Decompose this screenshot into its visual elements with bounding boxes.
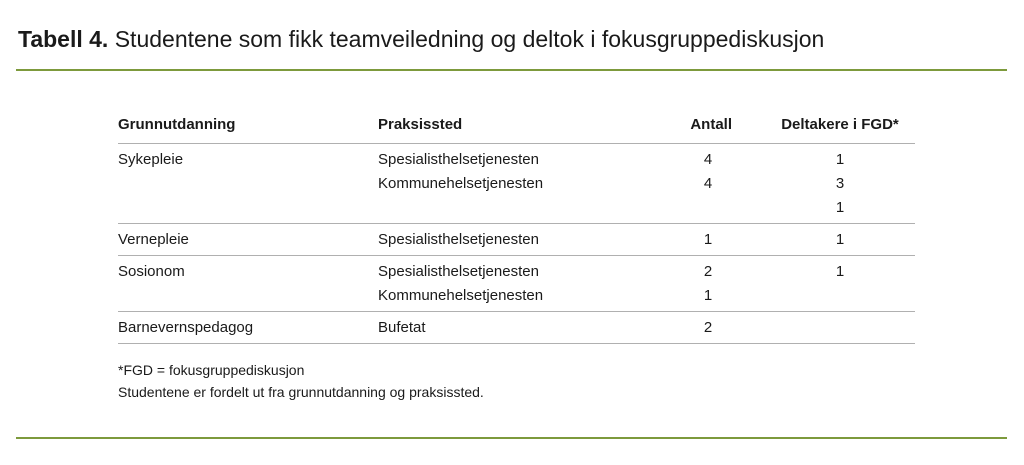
table-cell: Vernepleie	[118, 231, 189, 248]
note: Studentene er fordelt ut fra grunnutdann…	[118, 384, 484, 400]
row-rule	[118, 143, 915, 144]
table-cell: Barnevernspedagog	[118, 319, 254, 336]
table-cell: 1	[703, 231, 713, 248]
table-cell: 2	[703, 319, 713, 336]
table-cell: 4	[703, 151, 713, 168]
table-cell: Bufetat	[378, 319, 426, 336]
row-rule	[118, 255, 915, 256]
table-cell: Sosionom	[118, 263, 185, 280]
table-cell: 1	[835, 199, 845, 216]
column-header: Grunnutdanning	[118, 116, 236, 133]
note: *FGD = fokusgruppediskusjon	[118, 362, 305, 378]
column-header: Deltakere i FGD*	[781, 116, 899, 133]
table-cell: 1	[835, 151, 845, 168]
row-rule	[118, 223, 915, 224]
title-text: Studentene som fikk teamveiledning og de…	[114, 26, 825, 52]
top-rule	[16, 69, 1007, 71]
table-cell: 3	[835, 175, 845, 192]
bottom-rule	[16, 437, 1007, 439]
table-cell: Kommunehelsetjenesten	[378, 175, 544, 192]
table-cell: 2	[703, 263, 713, 280]
column-header: Praksissted	[378, 116, 463, 133]
title: Tabell 4. Studentene som fikk teamveiled…	[18, 26, 824, 53]
table-cell: Spesialisthelsetjenesten	[378, 151, 539, 168]
table-cell: 4	[703, 175, 713, 192]
table-cell: Sykepleie	[118, 151, 184, 168]
table-cell: Spesialisthelsetjenesten	[378, 231, 539, 248]
table-cell: Kommunehelsetjenesten	[378, 287, 544, 304]
column-header: Antall	[690, 116, 732, 133]
table-cell: 1	[835, 231, 845, 248]
table-cell: Spesialisthelsetjenesten	[378, 263, 539, 280]
table-cell: 1	[703, 287, 713, 304]
row-rule	[118, 343, 915, 344]
table-cell: 1	[835, 263, 845, 280]
title-label: Tabell 4.	[18, 26, 109, 52]
row-rule	[118, 311, 915, 312]
